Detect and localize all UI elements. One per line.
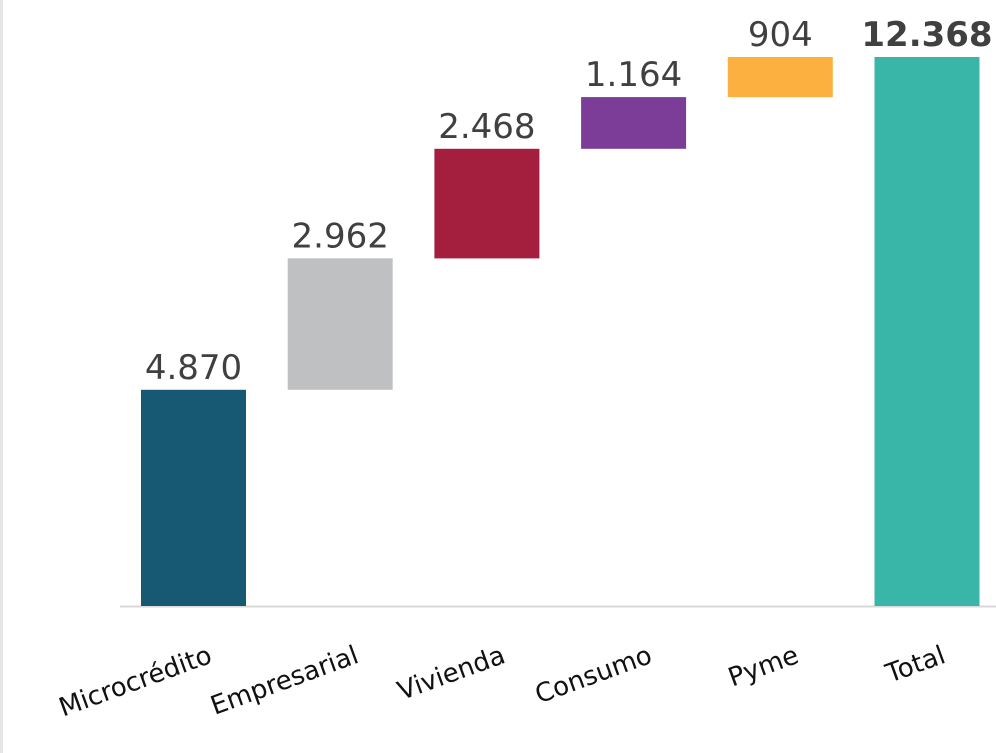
category-label-total: Total bbox=[881, 640, 949, 689]
category-label-microcredito: Microcrédito bbox=[55, 640, 216, 723]
category-label-consumo: Consumo bbox=[531, 640, 656, 710]
value-label-empresarial: 2.962 bbox=[292, 216, 389, 256]
value-label-total: 12.368 bbox=[861, 15, 992, 55]
category-label-pyme: Pyme bbox=[724, 640, 802, 693]
value-label-consumo: 1.164 bbox=[585, 55, 682, 95]
bar-vivienda bbox=[434, 148, 540, 259]
category-label-vivienda: Vivienda bbox=[394, 640, 509, 706]
value-label-vivienda: 2.468 bbox=[438, 107, 535, 147]
value-labels-group: 4.870 2.962 2.468 1.164 904 12.368 bbox=[145, 15, 993, 388]
category-label-empresarial: Empresarial bbox=[207, 640, 363, 721]
bar-total bbox=[874, 57, 980, 606]
bars-group bbox=[141, 57, 980, 606]
left-border bbox=[0, 0, 3, 753]
bar-empresarial bbox=[287, 258, 393, 390]
bar-pyme bbox=[727, 57, 833, 98]
value-label-microcredito: 4.870 bbox=[145, 348, 242, 388]
value-label-pyme: 904 bbox=[748, 15, 813, 55]
bar-microcredito bbox=[141, 389, 246, 606]
bar-consumo bbox=[581, 97, 687, 149]
